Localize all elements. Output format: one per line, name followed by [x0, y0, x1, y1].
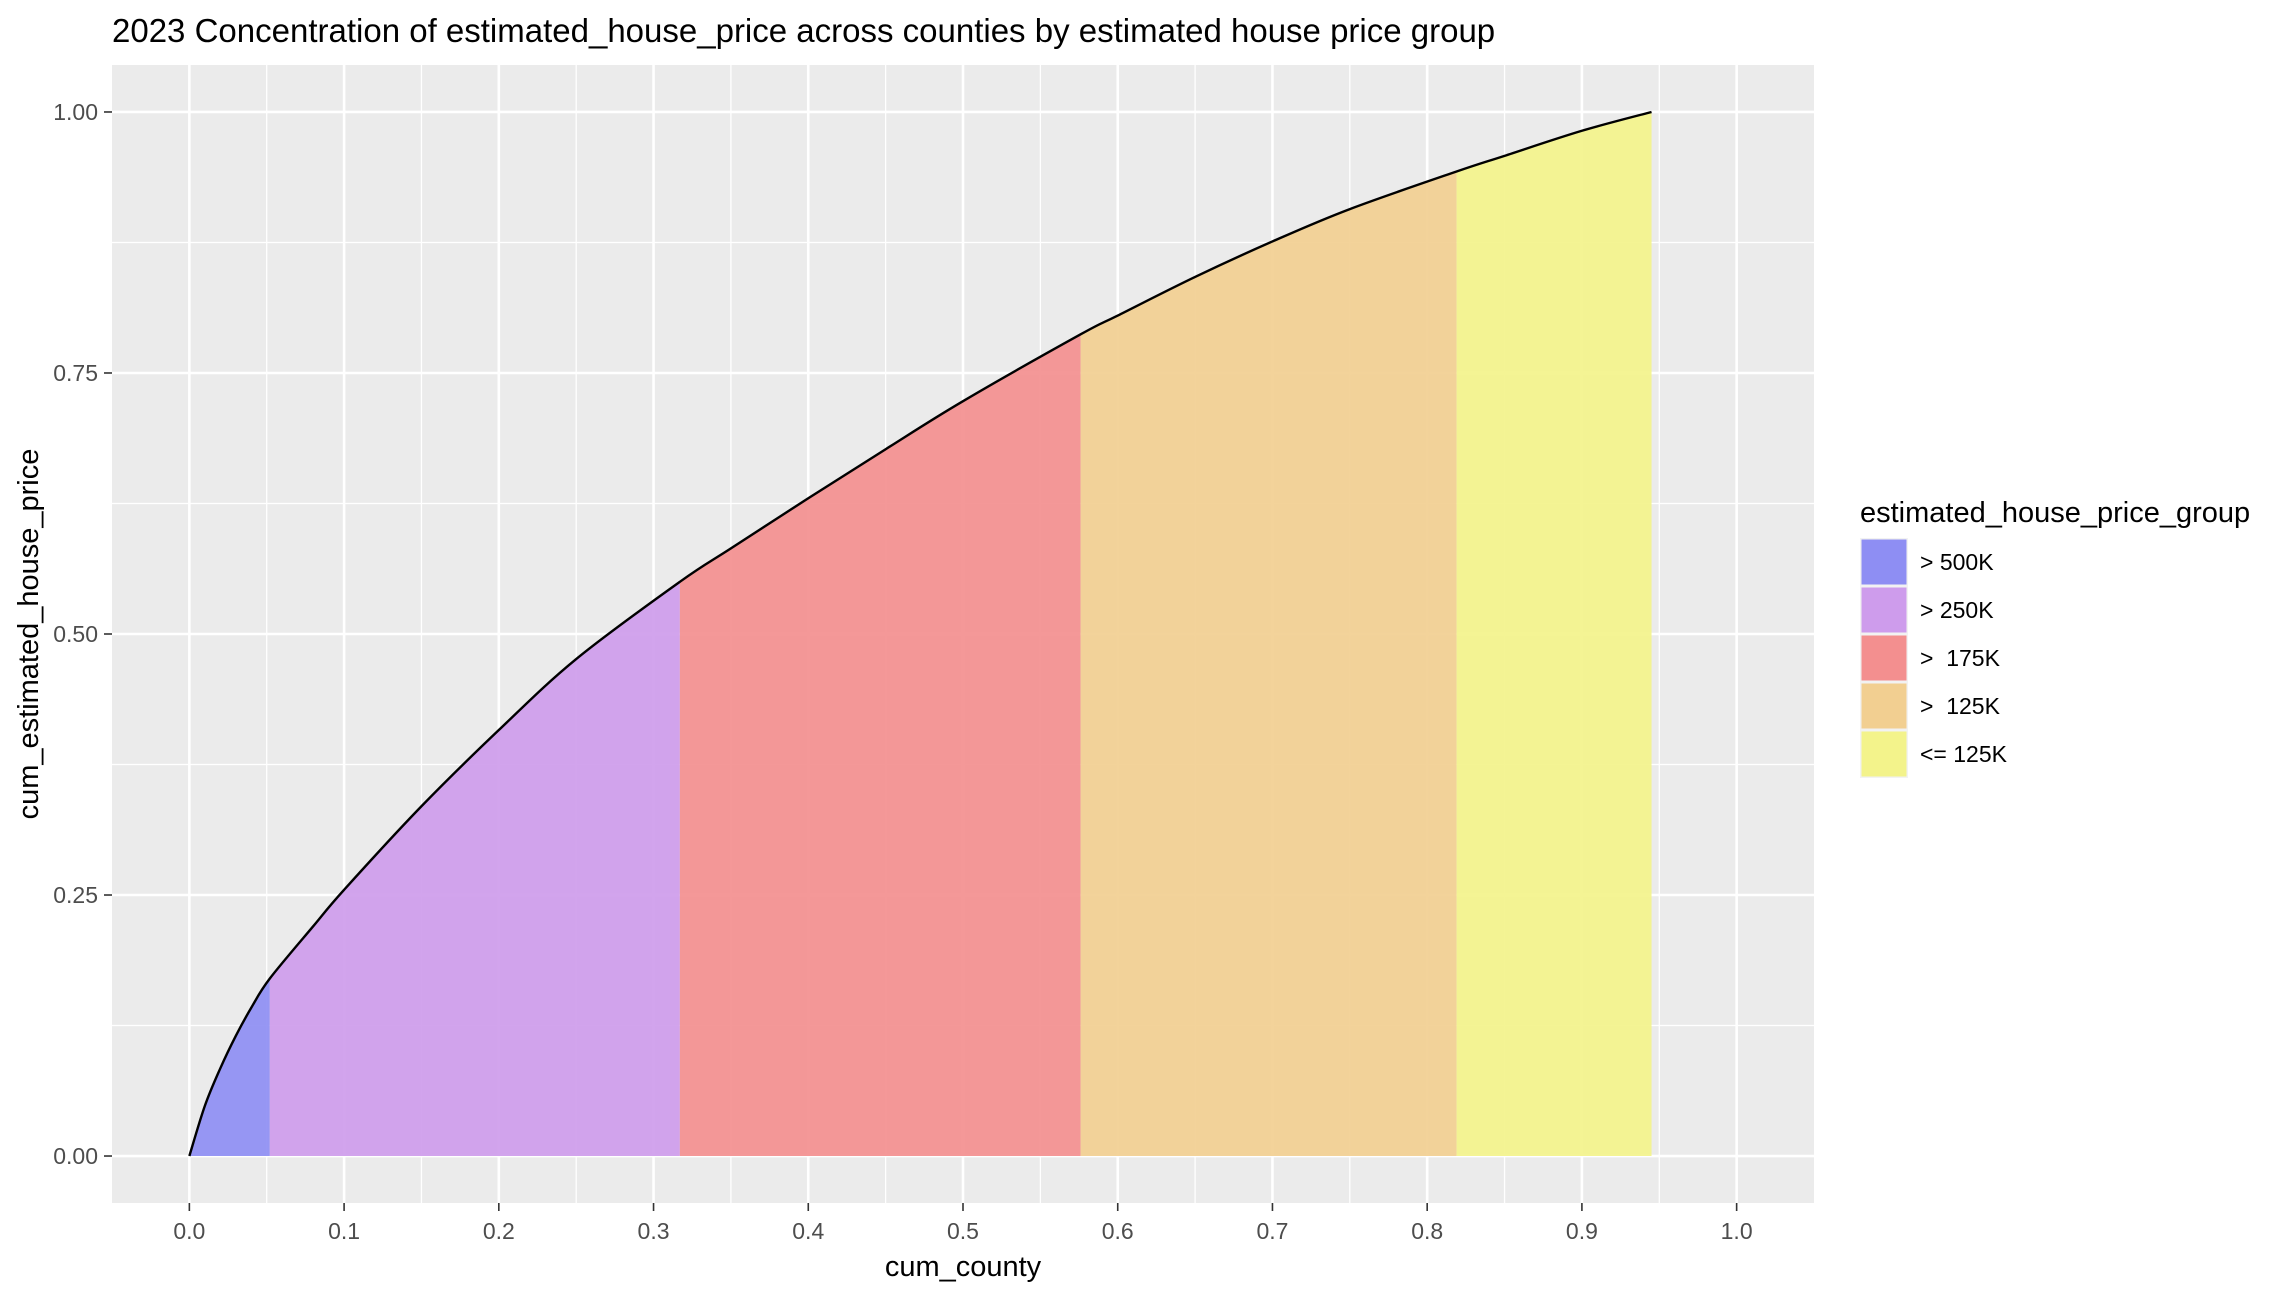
area-segment-3: [679, 334, 1081, 1157]
area-segment-2: [269, 581, 680, 1157]
x-tick-label: 0.3: [638, 1218, 670, 1244]
y-tick-label: 0.00: [53, 1143, 98, 1169]
x-tick-label: 1.0: [1721, 1218, 1753, 1244]
legend-swatch: [1861, 539, 1907, 585]
x-tick-label: 0.0: [173, 1218, 205, 1244]
x-tick-label: 0.1: [328, 1218, 360, 1244]
area-segment-1: [189, 978, 270, 1157]
x-tick-label: 0.7: [1256, 1218, 1288, 1244]
x-axis-ticks: 0.0 0.1 0.2 0.3 0.4 0.5 0.6 0.7 0.8 0.9 1.0: [173, 1203, 1753, 1244]
y-tick-label: 0.50: [53, 621, 98, 647]
legend-items: > 500K > 250K > 175K > 125K <= 125K: [1860, 538, 2008, 778]
y-tick-label: 0.25: [53, 882, 98, 908]
x-tick-label: 0.8: [1411, 1218, 1443, 1244]
y-tick-label: 0.75: [53, 360, 98, 386]
legend-label: > 175K: [1920, 645, 2001, 671]
legend-label: > 125K: [1920, 693, 2001, 719]
legend-swatch: [1861, 731, 1907, 777]
legend-swatch: [1861, 635, 1907, 681]
y-tick-label: 1.00: [53, 99, 98, 125]
area-segment-5: [1456, 111, 1652, 1157]
x-tick-label: 0.5: [947, 1218, 979, 1244]
x-tick-label: 0.2: [483, 1218, 515, 1244]
legend-swatch: [1861, 683, 1907, 729]
curve-layer: [188, 110, 1652, 1157]
legend-title: estimated_house_price_group: [1860, 497, 2250, 529]
area-segment-4: [1080, 171, 1457, 1157]
chart-title: 2023 Concentration of estimated_house_pr…: [112, 12, 1495, 49]
y-axis-label: cum_estimated_house_price: [13, 449, 45, 820]
legend-label: > 500K: [1920, 549, 1994, 575]
legend-label: <= 125K: [1920, 741, 2008, 767]
x-tick-label: 0.6: [1102, 1218, 1134, 1244]
y-axis-ticks: 0.00 0.25 0.50 0.75 1.00: [53, 99, 112, 1169]
x-tick-label: 0.9: [1566, 1218, 1598, 1244]
legend: estimated_house_price_group > 500K > 250K…: [1860, 497, 2250, 778]
x-axis-label: cum_county: [885, 1251, 1042, 1283]
x-tick-label: 0.4: [792, 1218, 824, 1244]
legend-swatch: [1861, 587, 1907, 633]
legend-label: > 250K: [1920, 597, 1994, 623]
area-segments: [189, 111, 1652, 1157]
concentration-curve: [188, 110, 1652, 1157]
